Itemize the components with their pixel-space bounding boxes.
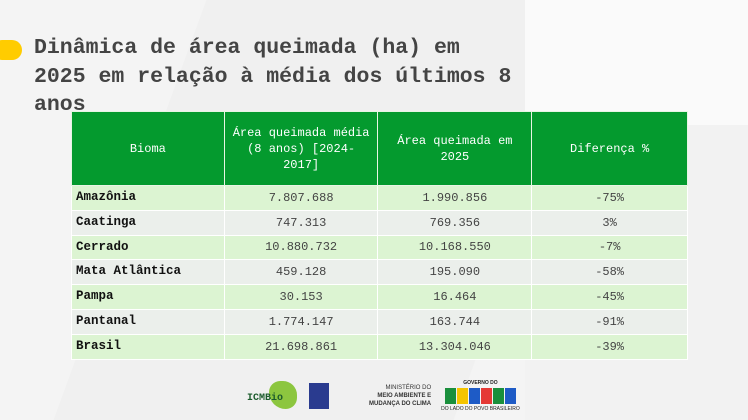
- table-row: Pantanal 1.774.147 163.744 -91%: [71, 308, 688, 335]
- year-2025-cell: 16.464: [377, 284, 533, 310]
- header-difference: Diferença %: [531, 111, 688, 186]
- footer-logos: ICMBio MINISTÉRIO DO MEIO AMBIENTE E MUD…: [247, 376, 520, 416]
- table-row: Cerrado 10.880.732 10.168.550 -7%: [71, 234, 688, 261]
- page-title: Dinâmica de área queimada (ha) em 2025 e…: [34, 36, 512, 117]
- average-cell: 459.128: [223, 259, 379, 286]
- table-row: Brasil 21.698.861 13.304.046 -39%: [71, 333, 688, 360]
- bioma-cell: Pantanal: [71, 308, 225, 335]
- year-2025-cell: 195.090: [377, 259, 533, 286]
- mma-logo: [309, 383, 329, 409]
- accent-bar: [0, 40, 22, 60]
- difference-cell: -75%: [531, 185, 688, 211]
- year-2025-cell: 13.304.046: [377, 333, 533, 360]
- average-cell: 10.880.732: [223, 234, 379, 261]
- table-header-row: Bioma Área queimada média (8 anos) [2024…: [71, 111, 688, 186]
- icmbio-logo: ICMBio: [247, 379, 299, 413]
- year-2025-cell: 1.990.856: [377, 185, 533, 211]
- header-bioma: Bioma: [71, 111, 225, 186]
- burned-area-table: Bioma Área queimada média (8 anos) [2024…: [71, 111, 688, 360]
- background-shape: [525, 0, 748, 125]
- ministry-logo: MINISTÉRIO DO MEIO AMBIENTE E MUDANÇA DO…: [369, 385, 432, 407]
- average-cell: 747.313: [223, 209, 379, 236]
- average-cell: 21.698.861: [223, 333, 379, 360]
- average-cell: 7.807.688: [223, 185, 379, 211]
- year-2025-cell: 10.168.550: [377, 234, 533, 261]
- table-row: Caatinga 747.313 769.356 3%: [71, 209, 688, 236]
- average-cell: 30.153: [223, 284, 379, 310]
- header-2025: Área queimada em 2025: [377, 111, 533, 186]
- bioma-cell: Mata Atlântica: [71, 259, 225, 286]
- bioma-cell: Pampa: [71, 284, 225, 310]
- table-row: Mata Atlântica 459.128 195.090 -58%: [71, 259, 688, 286]
- table-row: Pampa 30.153 16.464 -45%: [71, 284, 688, 310]
- table-row: Amazônia 7.807.688 1.990.856 -75%: [71, 185, 688, 211]
- brasil-wordmark: [444, 388, 516, 404]
- governo-brasil-logo: GOVERNO DO DO LADO DO POVO BRASILEIRO: [441, 380, 520, 412]
- header-average: Área queimada média (8 anos) [2024-2017]: [223, 111, 379, 186]
- bioma-cell: Cerrado: [71, 234, 225, 261]
- bioma-cell: Amazônia: [71, 185, 225, 211]
- bioma-cell: Caatinga: [71, 209, 225, 236]
- difference-cell: -91%: [531, 308, 688, 335]
- difference-cell: 3%: [531, 209, 688, 236]
- difference-cell: -39%: [531, 333, 688, 360]
- year-2025-cell: 769.356: [377, 209, 533, 236]
- difference-cell: -58%: [531, 259, 688, 286]
- difference-cell: -45%: [531, 284, 688, 310]
- year-2025-cell: 163.744: [377, 308, 533, 335]
- difference-cell: -7%: [531, 234, 688, 261]
- average-cell: 1.774.147: [223, 308, 379, 335]
- bioma-cell: Brasil: [71, 333, 225, 360]
